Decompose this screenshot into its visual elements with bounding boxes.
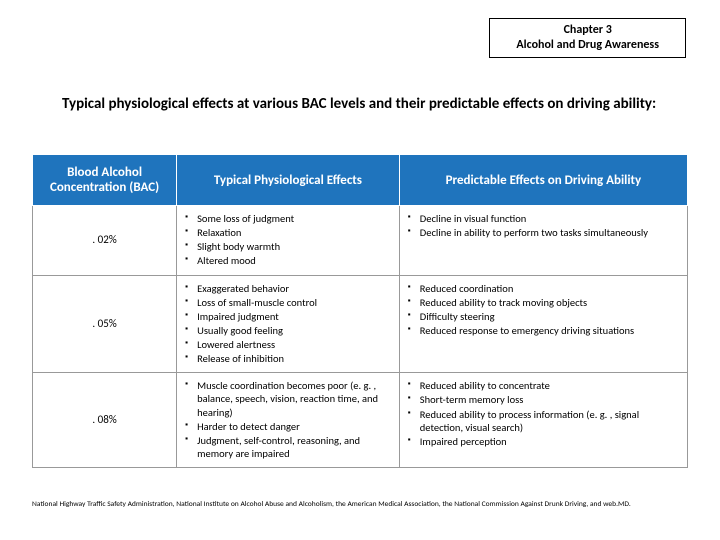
source-footnote: National Highway Traffic Safety Administ… bbox=[32, 500, 688, 510]
list-item: Loss of small-muscle control bbox=[185, 296, 391, 309]
col-header-phys: Typical Physiological Effects bbox=[177, 155, 400, 206]
list-item: Exaggerated behavior bbox=[185, 282, 391, 295]
table-row: . 02%Some loss of judgmentRelaxationSlig… bbox=[33, 206, 688, 276]
list-item: Decline in visual function bbox=[408, 212, 679, 225]
table-body: . 02%Some loss of judgmentRelaxationSlig… bbox=[33, 206, 688, 468]
list-item: Relaxation bbox=[185, 226, 391, 239]
list-item: Harder to detect danger bbox=[185, 420, 391, 433]
list-item: Short-term memory loss bbox=[408, 393, 679, 406]
list-item: Muscle coordination becomes poor (e. g. … bbox=[185, 379, 391, 418]
table-row: . 08%Muscle coordination becomes poor (e… bbox=[33, 373, 688, 468]
drive-cell: Reduced ability to concentrateShort-term… bbox=[399, 373, 687, 468]
table-row: . 05%Exaggerated behaviorLoss of small-m… bbox=[33, 275, 688, 373]
list-item: Slight body warmth bbox=[185, 240, 391, 253]
bac-cell: . 02% bbox=[33, 206, 177, 276]
list-item: Impaired judgment bbox=[185, 310, 391, 323]
phys-list: Muscle coordination becomes poor (e. g. … bbox=[185, 379, 391, 460]
list-item: Release of inhibition bbox=[185, 352, 391, 365]
bac-cell: . 08% bbox=[33, 373, 177, 468]
phys-list: Some loss of judgmentRelaxationSlight bo… bbox=[185, 212, 391, 268]
drive-list: Decline in visual functionDecline in abi… bbox=[408, 212, 679, 239]
bac-effects-table-wrap: Blood Alcohol Concentration (BAC) Typica… bbox=[32, 154, 688, 468]
list-item: Reduced ability to process information (… bbox=[408, 408, 679, 434]
chapter-title: Alcohol and Drug Awareness bbox=[516, 38, 659, 53]
list-item: Usually good feeling bbox=[185, 324, 391, 337]
drive-cell: Reduced coordinationReduced ability to t… bbox=[399, 275, 687, 373]
list-item: Reduced coordination bbox=[408, 282, 679, 295]
list-item: Judgment, self-control, reasoning, and m… bbox=[185, 434, 391, 460]
list-item: Reduced ability to concentrate bbox=[408, 379, 679, 392]
list-item: Some loss of judgment bbox=[185, 212, 391, 225]
bac-cell: . 05% bbox=[33, 275, 177, 373]
chapter-number: Chapter 3 bbox=[516, 23, 659, 38]
list-item: Impaired perception bbox=[408, 435, 679, 448]
page-title: Typical physiological effects at various… bbox=[62, 95, 680, 115]
table-header-row: Blood Alcohol Concentration (BAC) Typica… bbox=[33, 155, 688, 206]
list-item: Reduced response to emergency driving si… bbox=[408, 324, 679, 337]
phys-cell: Exaggerated behaviorLoss of small-muscle… bbox=[177, 275, 400, 373]
list-item: Decline in ability to perform two tasks … bbox=[408, 226, 679, 239]
list-item: Lowered alertness bbox=[185, 338, 391, 351]
col-header-drive: Predictable Effects on Driving Ability bbox=[399, 155, 687, 206]
col-header-bac: Blood Alcohol Concentration (BAC) bbox=[33, 155, 177, 206]
list-item: Altered mood bbox=[185, 254, 391, 267]
list-item: Reduced ability to track moving objects bbox=[408, 296, 679, 309]
phys-cell: Some loss of judgmentRelaxationSlight bo… bbox=[177, 206, 400, 276]
list-item: Difficulty steering bbox=[408, 310, 679, 323]
phys-cell: Muscle coordination becomes poor (e. g. … bbox=[177, 373, 400, 468]
drive-cell: Decline in visual functionDecline in abi… bbox=[399, 206, 687, 276]
drive-list: Reduced coordinationReduced ability to t… bbox=[408, 282, 679, 338]
drive-list: Reduced ability to concentrateShort-term… bbox=[408, 379, 679, 448]
chapter-header-box: Chapter 3 Alcohol and Drug Awareness bbox=[489, 18, 686, 58]
phys-list: Exaggerated behaviorLoss of small-muscle… bbox=[185, 282, 391, 366]
bac-effects-table: Blood Alcohol Concentration (BAC) Typica… bbox=[32, 154, 688, 468]
